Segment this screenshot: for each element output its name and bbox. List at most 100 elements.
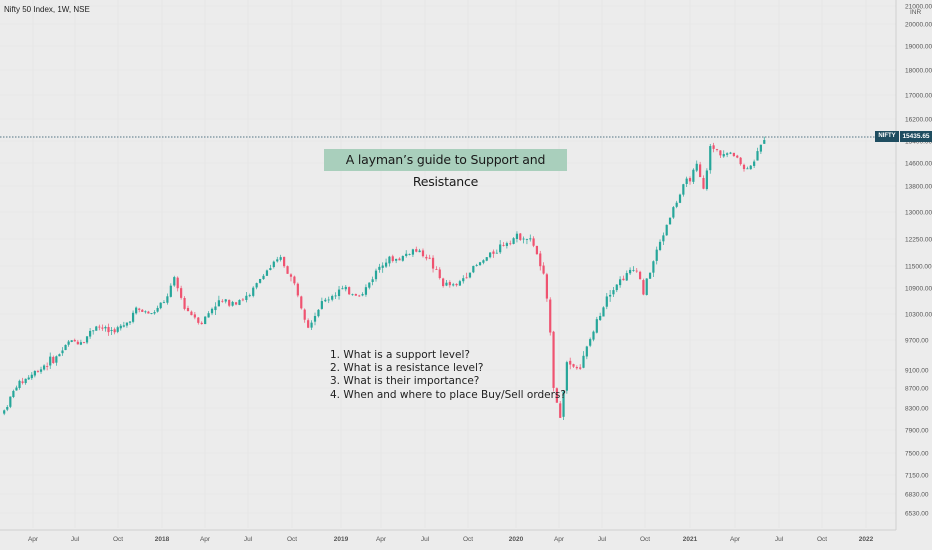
candle-body xyxy=(499,244,502,253)
candle-body xyxy=(55,356,58,363)
candle-body xyxy=(575,367,578,369)
candle-body xyxy=(70,340,73,342)
candle-body xyxy=(241,299,245,301)
candle-body xyxy=(411,249,415,255)
title-annotation[interactable]: A layman’s guide to Support and Resistan… xyxy=(324,149,567,189)
candle-body xyxy=(532,238,535,246)
candle-body xyxy=(505,243,508,246)
candle-body xyxy=(27,377,30,380)
candle-body xyxy=(113,329,116,333)
candle-body xyxy=(562,391,565,417)
candle-body xyxy=(475,265,478,266)
price-tick-label: 6830.00 xyxy=(905,492,929,499)
candle-body xyxy=(652,261,655,273)
time-tick-label: 2022 xyxy=(859,536,874,543)
candle-body xyxy=(719,150,722,156)
candle-body xyxy=(648,272,652,279)
candle-body xyxy=(628,269,632,274)
candle-body xyxy=(455,283,458,286)
candle-body xyxy=(30,374,33,379)
candle-body xyxy=(300,296,303,309)
candle-body xyxy=(638,271,642,280)
price-tick-label: 13800.00 xyxy=(905,184,932,191)
time-tick-label: Jul xyxy=(71,536,80,543)
time-tick-label: 2018 xyxy=(155,536,170,543)
candle-body xyxy=(313,316,317,322)
question-item: 1. What is a support level? xyxy=(330,349,470,361)
candle-body xyxy=(89,330,92,337)
candle-body xyxy=(269,268,272,270)
candle-body xyxy=(98,326,101,328)
candle-body xyxy=(619,279,622,286)
price-tick-label: 12250.00 xyxy=(905,237,932,244)
time-tick-label: Jul xyxy=(421,536,430,543)
candle-body xyxy=(327,299,330,301)
candle-body xyxy=(438,269,441,279)
candle-body xyxy=(682,184,685,195)
candle-body xyxy=(468,272,472,278)
candle-body xyxy=(759,144,762,152)
candle-body xyxy=(462,278,465,282)
time-tick-label: 2021 xyxy=(683,536,698,543)
candle-body xyxy=(296,283,299,296)
time-tick-label: 2020 xyxy=(509,536,524,543)
time-axis[interactable]: Apr Jul Oct 2018 Apr Jul Oct 2019 Apr Jul Oct 2020 A… xyxy=(0,529,896,543)
symbol-price-tag: NIFTY xyxy=(875,131,899,142)
candle-body xyxy=(12,390,15,397)
price-tick-label: 9100.00 xyxy=(905,368,929,375)
candle-body xyxy=(565,362,568,391)
candle-body xyxy=(662,235,665,242)
candle-body xyxy=(699,164,702,178)
candle-body xyxy=(248,295,251,297)
candle-body xyxy=(289,274,293,277)
candle-body xyxy=(542,265,545,274)
candle-body xyxy=(9,396,12,407)
candle-body xyxy=(39,369,43,372)
question-list[interactable]: 1. What is a support level? 2. What is a… xyxy=(330,349,566,402)
price-tick-label: 21000.00 xyxy=(905,4,932,11)
candle-body xyxy=(36,371,40,372)
candle-body xyxy=(307,320,310,328)
candle-body xyxy=(293,276,296,284)
candle-body xyxy=(632,270,635,271)
candle-body xyxy=(141,309,144,312)
candle-body xyxy=(668,217,672,225)
time-tick-label: Apr xyxy=(730,536,741,543)
price-tick-label: 10900.00 xyxy=(905,286,932,293)
candle-body xyxy=(147,311,150,314)
candle-body xyxy=(197,317,200,323)
question-item: 4. When and where to place Buy/Sell orde… xyxy=(330,388,566,401)
price-tick-label: 16200.00 xyxy=(905,117,932,124)
price-tick-label: 9700.00 xyxy=(905,338,929,345)
candle-body xyxy=(331,295,334,300)
candle-body xyxy=(180,288,183,298)
candle-body xyxy=(595,319,598,333)
time-tick-label: Apr xyxy=(28,536,39,543)
price-axis[interactable]: 21000.00 20000.00 19000.00 18000.00 17000.00… xyxy=(895,0,932,550)
candle-body xyxy=(622,278,625,281)
question-item: 3. What is their importance? xyxy=(330,375,480,388)
candle-body xyxy=(245,295,248,300)
price-unit-label: INR xyxy=(910,9,922,16)
candle-body xyxy=(231,301,234,306)
candle-body xyxy=(519,233,522,240)
candle-body xyxy=(381,265,384,268)
candle-body xyxy=(262,275,265,280)
candle-body xyxy=(101,327,104,329)
candle-body xyxy=(408,254,411,255)
candle-body xyxy=(52,356,55,364)
candle-body xyxy=(374,270,378,280)
candle-body xyxy=(92,330,95,332)
candle-body xyxy=(286,266,289,274)
price-tick-label: 6530.00 xyxy=(905,511,929,518)
candle-body xyxy=(589,339,592,346)
candle-body xyxy=(110,330,113,331)
price-tick-label: 19000.00 xyxy=(905,44,932,51)
candle-body xyxy=(512,238,515,244)
candle-body xyxy=(482,260,485,263)
candle-body xyxy=(485,257,488,261)
candle-body xyxy=(549,299,552,333)
candle-body xyxy=(739,157,742,165)
candle-body xyxy=(224,299,227,302)
